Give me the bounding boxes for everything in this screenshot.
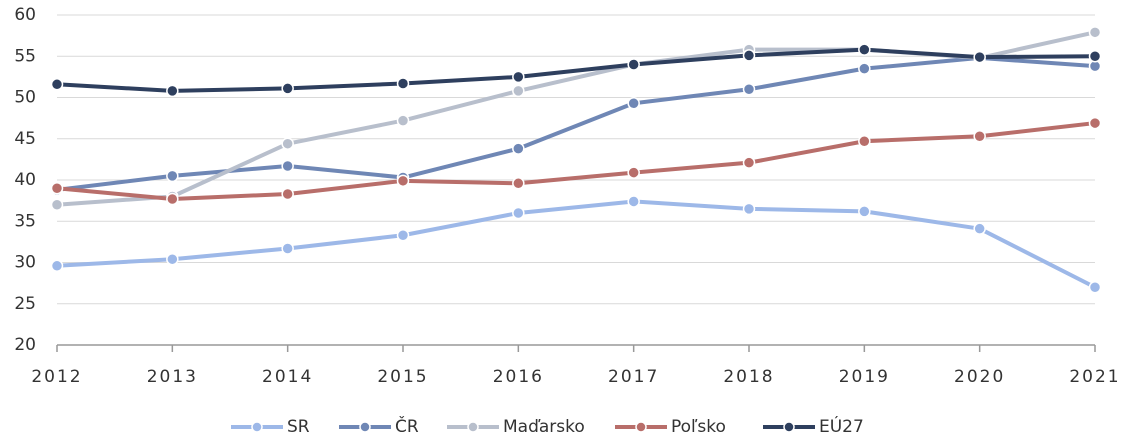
legend-dot [467,421,479,433]
y-tick-label: 45 [14,129,36,149]
x-tick-label: 2016 [493,367,544,387]
point [973,222,986,235]
point [742,49,756,62]
point [396,229,410,242]
point [50,259,64,273]
y-tick-label: 35 [14,211,36,231]
point [1088,116,1102,130]
point [166,169,179,183]
point [166,252,179,266]
y-tick-label: 40 [14,170,36,190]
legend-label: Maďarsko [503,417,585,437]
y-tick-label: 60 [14,5,36,25]
point [396,174,410,188]
x-tick-label: 2020 [954,367,1005,387]
series-line [56,199,1096,290]
point [1088,26,1102,39]
point [627,58,640,71]
point [742,156,756,169]
series-line [56,47,1096,93]
point [512,70,525,84]
point [281,187,294,201]
y-tick-label: 20 [14,335,36,355]
legend-dot [783,421,795,433]
y-tick-label: 50 [14,88,36,108]
x-tick-label: 2013 [147,367,198,387]
y-tick-label: 55 [14,46,36,66]
point [281,242,294,255]
point [858,62,871,75]
x-tick-label: 2018 [723,367,774,387]
point [627,97,640,110]
point [1088,50,1102,63]
point [973,130,986,143]
point [50,78,64,91]
point [512,177,525,190]
legend-dot [635,421,647,433]
legend-dot [251,421,263,433]
point [742,83,756,96]
y-tick-label: 25 [14,294,36,314]
point [627,195,640,208]
x-tick-label: 2019 [839,367,890,387]
point [512,142,525,155]
point [396,114,410,127]
point [973,50,986,64]
point [281,137,294,150]
point [512,84,525,98]
legend-label: SR [287,417,310,437]
point [50,182,64,195]
point [512,206,525,220]
point [281,82,294,95]
point [281,159,294,173]
point [858,134,871,148]
point [1088,281,1102,294]
legend-dot [359,421,371,433]
x-tick-label: 2014 [262,367,313,387]
point [858,205,871,218]
point [166,84,179,98]
point [858,43,871,56]
x-tick-label: 2012 [31,367,82,387]
legend-label: ČR [395,415,419,437]
point [166,192,179,206]
y-tick-label: 30 [14,253,36,273]
point [396,77,410,90]
legend-label: EÚ27 [819,415,864,437]
point [742,202,756,216]
x-tick-label: 2021 [1069,367,1120,387]
x-tick-label: 2015 [377,367,428,387]
x-tick-label: 2017 [608,367,659,387]
point [50,198,64,211]
point [627,166,640,179]
series-line [56,121,1096,201]
legend-label: Poľsko [671,417,726,437]
